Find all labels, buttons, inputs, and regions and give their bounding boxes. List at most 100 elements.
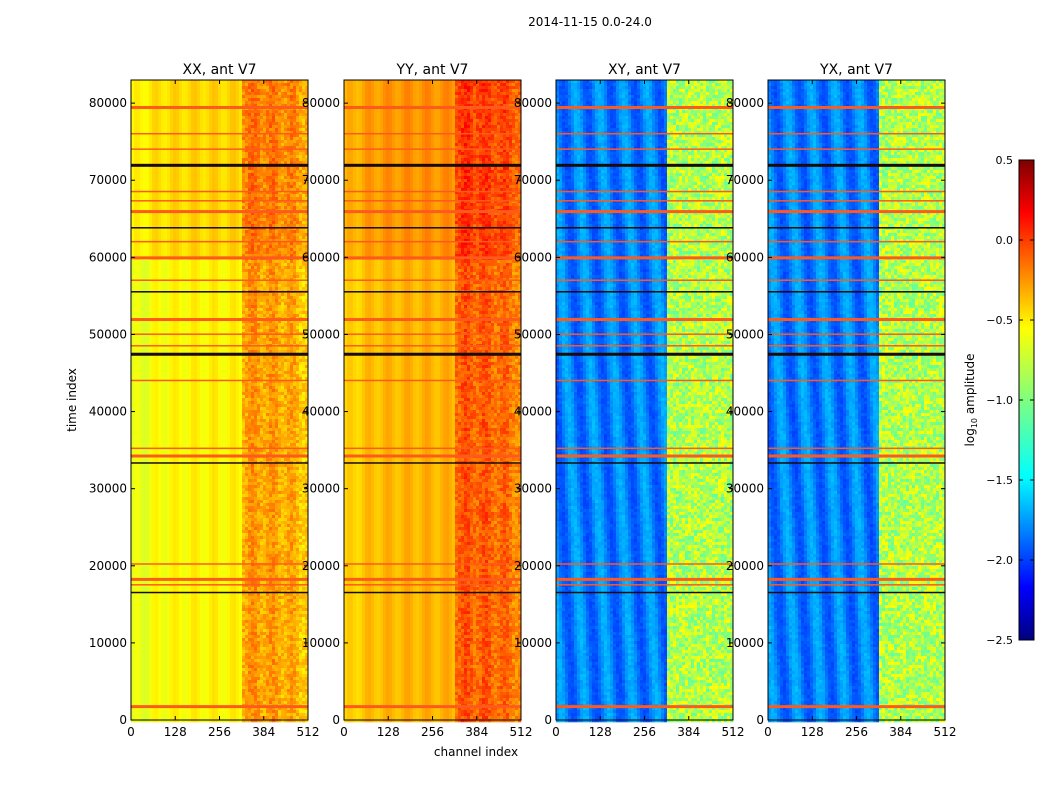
heat-cell: [170, 605, 174, 609]
heat-cell: [143, 296, 147, 300]
heat-cell: [161, 392, 165, 396]
heat-cell: [173, 422, 177, 426]
heat-cell: [179, 365, 183, 369]
heat-cell: [188, 719, 192, 723]
heat-cell: [146, 521, 150, 525]
heat-cell: [167, 506, 171, 510]
heat-cell: [134, 644, 138, 648]
heat-cell: [170, 500, 174, 504]
heat-cell: [200, 197, 204, 201]
heat-cell: [194, 716, 198, 720]
heat-cell: [146, 83, 150, 87]
heat-cell: [182, 407, 186, 411]
heat-cell: [176, 641, 180, 645]
heat-cell: [155, 299, 159, 303]
heat-cell: [158, 125, 162, 129]
heat-cell: [188, 539, 192, 543]
heat-cell: [179, 134, 183, 138]
heat-cell: [194, 404, 198, 408]
heat-cell: [164, 173, 168, 177]
heat-cell: [197, 161, 201, 165]
heat-cell: [185, 614, 189, 618]
heat-cell: [158, 584, 162, 588]
heat-cell: [158, 104, 162, 108]
heat-cell: [194, 437, 198, 441]
heat-cell: [149, 152, 153, 156]
heat-cell: [131, 149, 135, 153]
heat-cell: [143, 233, 147, 237]
heat-cell: [167, 623, 171, 627]
heat-cell: [146, 641, 150, 645]
heat-cell: [152, 212, 156, 216]
heat-cell: [197, 221, 201, 225]
heat-cell: [155, 581, 159, 585]
heat-cell: [188, 182, 192, 186]
heat-cell: [188, 482, 192, 486]
heat-cell: [140, 203, 144, 207]
heat-cell: [152, 719, 156, 723]
heat-cell: [140, 404, 144, 408]
heat-cell: [194, 218, 198, 222]
heat-cell: [152, 233, 156, 237]
heat-cell: [152, 476, 156, 480]
heat-cell: [167, 218, 171, 222]
heat-cell: [149, 191, 153, 195]
heat-cell: [155, 413, 159, 417]
heat-cell: [134, 365, 138, 369]
heat-cell: [167, 386, 171, 390]
heat-cell: [152, 680, 156, 684]
heat-cell: [143, 584, 147, 588]
heat-cell: [140, 566, 144, 570]
heat-cell: [131, 137, 135, 141]
heat-cell: [134, 620, 138, 624]
heat-cell: [188, 695, 192, 699]
heat-cell: [131, 659, 135, 663]
heat-cell: [182, 80, 186, 84]
heat-cell: [152, 359, 156, 363]
heat-cell: [158, 392, 162, 396]
heat-cell: [191, 713, 195, 717]
heat-cell: [164, 479, 168, 483]
heat-cell: [161, 545, 165, 549]
heat-cell: [158, 422, 162, 426]
heat-cell: [176, 275, 180, 279]
heat-cell: [149, 488, 153, 492]
heat-cell: [155, 266, 159, 270]
heat-cell: [155, 392, 159, 396]
heat-cell: [197, 539, 201, 543]
heat-cell: [149, 140, 153, 144]
heat-cell: [191, 251, 195, 255]
heat-cell: [176, 188, 180, 192]
heat-cell: [137, 335, 141, 339]
heat-cell: [191, 620, 195, 624]
heat-cell: [134, 191, 138, 195]
heat-cell: [131, 341, 135, 345]
heat-cell: [179, 371, 183, 375]
heat-cell: [143, 545, 147, 549]
heat-cell: [197, 701, 201, 705]
heat-cell: [164, 335, 168, 339]
heat-cell: [146, 368, 150, 372]
heat-cell: [155, 302, 159, 306]
heat-cell: [194, 524, 198, 528]
heat-cell: [152, 518, 156, 522]
heat-cell: [143, 473, 147, 477]
heat-cell: [158, 506, 162, 510]
heat-cell: [191, 281, 195, 285]
heat-cell: [152, 497, 156, 501]
heat-cell: [140, 308, 144, 312]
heat-cell: [149, 431, 153, 435]
heat-cell: [146, 362, 150, 366]
heat-cell: [176, 635, 180, 639]
heat-cell: [161, 119, 165, 123]
heat-cell: [140, 305, 144, 309]
heat-cell: [197, 437, 201, 441]
heat-cell: [185, 374, 189, 378]
heat-cell: [194, 368, 198, 372]
heat-cell: [194, 296, 198, 300]
heat-cell: [137, 284, 141, 288]
heat-cell: [140, 569, 144, 573]
heat-cell: [161, 701, 165, 705]
heat-cell: [131, 92, 135, 96]
heat-cell: [164, 413, 168, 417]
